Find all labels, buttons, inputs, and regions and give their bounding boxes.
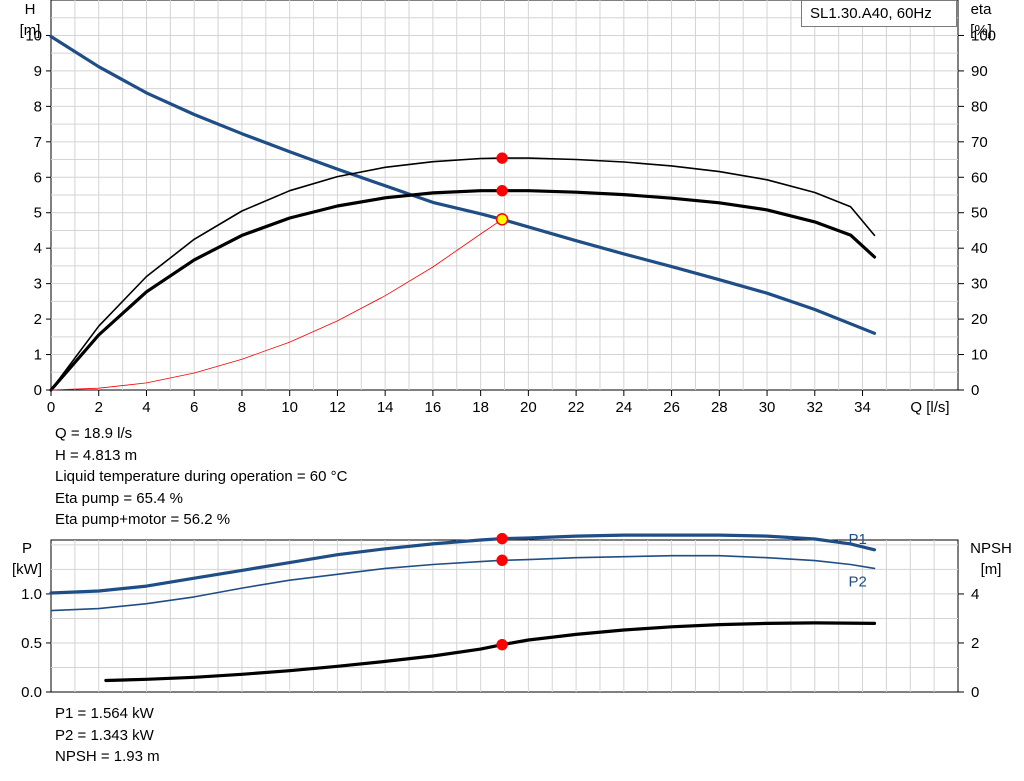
y-tick-label: 3 [34,276,42,293]
y-tick-label: 9 [34,63,42,80]
x-tick-label: 8 [238,399,246,416]
series-line-1 [50,157,876,391]
x-tick-label: 14 [377,399,394,416]
y2-axis-title: NPSH [970,540,1012,557]
power-npsh-info: P1 = 1.564 kW P2 = 1.343 kW NPSH = 1.93 m [55,703,160,768]
y2-tick-label: 80 [971,98,988,115]
x-axis-title: Q [l/s] [910,399,949,416]
series-line-p1 [49,533,877,595]
operating-info-line: Q = 18.9 l/s [55,425,133,442]
y2-tick-label: 0 [971,684,979,701]
y2-tick-label: 90 [971,63,988,80]
operating-info-line: H = 4.813 m [55,446,138,464]
series-line-0 [49,34,877,335]
x-tick-label: 22 [568,399,585,416]
y-tick-label: 7 [34,134,42,151]
x-tick-label: 30 [759,399,776,416]
y-tick-label: 2 [34,311,42,328]
series-line-2 [104,621,877,683]
operating-info-line: Eta pump+motor = 56.2 % [55,511,231,528]
x-tick-label: 28 [711,399,728,416]
x-tick-label: 26 [663,399,680,416]
legend-box: SL1.30.A40, 60Hz [801,0,957,27]
y2-tick-label: 100 [971,27,996,44]
y-tick-label: 8 [34,98,42,115]
operating-info-line: Eta pump = 65.4 % [55,489,183,507]
power-info-line: P2 = 1.343 kW [55,726,154,744]
x-tick-label: 0 [47,399,55,416]
operating-info-line: Liquid temperature during operation = 60… [55,468,348,485]
y2-tick-label: 10 [971,347,988,364]
x-tick-label: 20 [520,399,537,416]
y2-tick-label: 30 [971,276,988,293]
x-tick-label: 18 [472,399,489,416]
y2-tick-label: 4 [971,586,979,603]
y-tick-label: 0 [34,382,42,399]
operating-point-marker [496,532,508,545]
operating-point-info: Q = 18.9 l/s H = 4.813 m Liquid temperatur… [55,423,347,531]
y-axis-unit: [kW] [12,561,42,578]
x-tick-label: 24 [615,399,632,416]
x-tick-label: 16 [425,399,442,416]
y-tick-label: 4 [34,240,42,257]
operating-point-marker [496,638,508,651]
power-info-line: NPSH = 1.93 m [55,748,160,765]
y-tick-label: 6 [34,169,42,186]
y-tick-label: 0.0 [21,684,42,701]
x-tick-label: 32 [806,399,823,416]
y-tick-label: 1.0 [21,586,42,603]
operating-point-marker [496,184,508,197]
y-tick-label: 10 [25,27,42,44]
operating-point-marker [496,554,508,567]
series-label-p2: P2 [848,573,866,590]
y2-axis-unit: [%] [970,22,992,39]
series-line-p2 [50,554,876,612]
y2-tick-label: 50 [971,205,988,222]
y-axis-unit: [m] [20,22,41,39]
y2-tick-label: 2 [971,635,979,652]
y-tick-label: 0.5 [21,635,42,652]
legend-label: SL1.30.A40, 60Hz [810,5,932,22]
y2-tick-label: 60 [971,169,988,186]
y2-tick-label: 20 [971,311,988,328]
y2-tick-label: 70 [971,134,988,151]
y2-tick-label: 0 [971,382,979,399]
x-tick-label: 10 [281,399,298,416]
x-tick-label: 12 [329,399,346,416]
y2-tick-label: 40 [971,240,988,257]
y2-axis-unit: [m] [981,561,1002,578]
y-axis-title: P [22,540,32,557]
y2-axis-title: eta [971,1,993,18]
series-line-2 [49,189,877,392]
x-tick-label: 4 [142,399,150,416]
power-info-line: P1 = 1.564 kW [55,705,154,722]
x-tick-label: 2 [95,399,103,416]
x-tick-label: 6 [190,399,198,416]
y-tick-label: 5 [34,205,42,222]
y-axis-title: H [25,1,36,18]
operating-point-marker [495,213,509,226]
series-line-3 [50,218,503,391]
y-tick-label: 1 [34,347,42,364]
x-tick-label: 34 [854,399,871,416]
series-label-p1: P1 [848,531,866,548]
operating-point-marker [496,152,508,164]
